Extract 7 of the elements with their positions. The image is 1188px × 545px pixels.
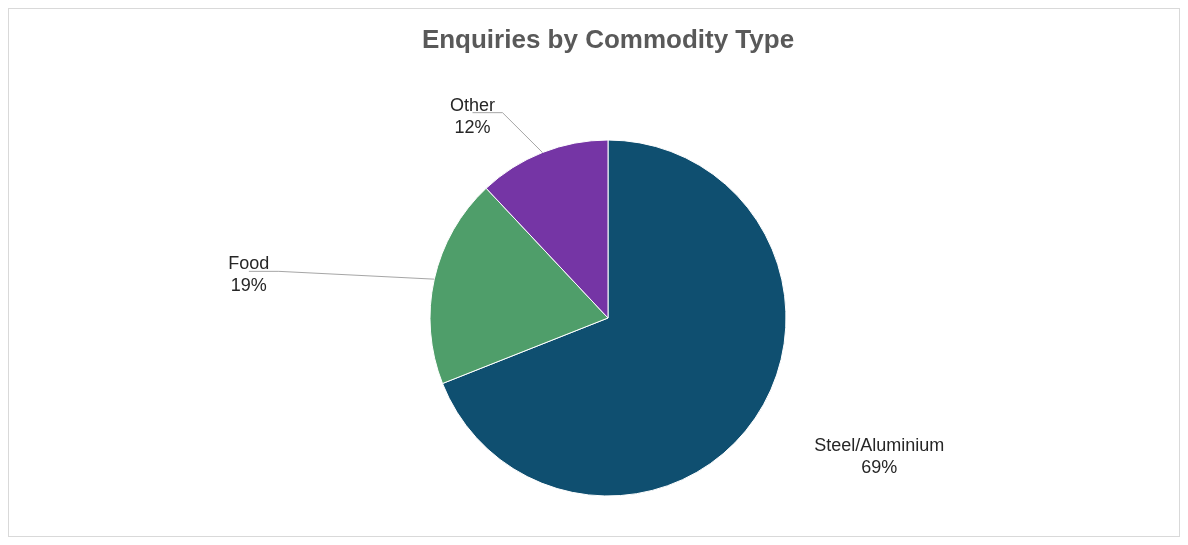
data-label: 12% (454, 116, 491, 137)
data-label: 69% (861, 456, 898, 477)
slice-label: Other (450, 94, 496, 115)
slice-label: Steel/Aluminium (814, 434, 945, 455)
slice-label: Food (228, 253, 270, 274)
chart-title: Enquiries by Commodity Type (421, 24, 795, 54)
data-label: 19% (230, 275, 267, 296)
